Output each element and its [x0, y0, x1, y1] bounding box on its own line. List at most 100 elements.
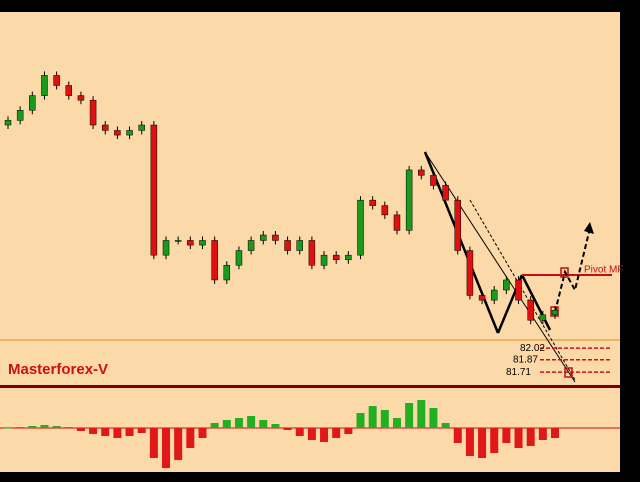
- oscillator-bar: [283, 428, 292, 430]
- candle: [393, 214, 401, 231]
- level-label: 82.02: [520, 343, 545, 354]
- candle: [16, 110, 24, 121]
- candle: [162, 240, 170, 256]
- candle: [320, 254, 328, 266]
- price-panel: [0, 12, 620, 385]
- candle: [150, 124, 158, 256]
- oscillator-bar: [64, 427, 73, 428]
- candle: [138, 124, 145, 131]
- candle: [114, 130, 121, 136]
- oscillator-bar: [234, 418, 243, 428]
- candle: [551, 309, 559, 316]
- candle: [442, 185, 449, 201]
- oscillator-bar: [392, 418, 401, 428]
- oscillator-bar: [4, 428, 12, 429]
- oscillator-bar: [125, 428, 134, 436]
- candle: [357, 199, 364, 256]
- panel-divider: [0, 385, 620, 388]
- candle: [126, 130, 133, 136]
- candle: [235, 250, 243, 266]
- chart-label: Masterforex-V: [8, 361, 108, 378]
- candle: [199, 240, 206, 246]
- oscillator-bar: [551, 428, 559, 438]
- oscillator-bar: [344, 428, 353, 434]
- oscillator-bar: [76, 428, 85, 431]
- oscillator-bar: [380, 410, 389, 428]
- candle: [490, 289, 498, 301]
- oscillator-bar: [149, 428, 158, 458]
- candle: [539, 314, 547, 321]
- oscillator-bar: [137, 428, 146, 433]
- oscillator-bar: [356, 413, 365, 428]
- oscillator-bar: [441, 423, 450, 428]
- candle: [89, 99, 97, 126]
- candle: [381, 205, 389, 216]
- candle: [187, 240, 194, 246]
- oscillator-bar: [16, 427, 25, 428]
- candle: [284, 240, 291, 251]
- oscillator-bar: [453, 428, 462, 443]
- candle: [4, 120, 12, 126]
- oscillator-bar: [198, 428, 207, 438]
- candle: [405, 169, 413, 231]
- oscillator-bar: [210, 423, 219, 428]
- candle: [223, 264, 231, 281]
- candle: [211, 240, 218, 281]
- oscillator-bar: [271, 424, 280, 428]
- candle: [308, 240, 316, 266]
- candle: [77, 95, 85, 101]
- candle: [332, 254, 340, 261]
- candle: [247, 240, 255, 251]
- oscillator-bar: [502, 428, 511, 443]
- oscillator-bar: [174, 428, 183, 460]
- oscillator-bar: [113, 428, 122, 438]
- oscillator-bar: [162, 428, 171, 468]
- candle: [345, 254, 352, 261]
- oscillator-bar: [538, 428, 547, 440]
- candle: [41, 75, 48, 96]
- trend-line: [520, 274, 552, 331]
- candle: [29, 95, 36, 111]
- candle: [527, 299, 534, 321]
- candle: [53, 75, 60, 86]
- trend-line: [423, 151, 500, 334]
- forecast-arrow: [554, 227, 591, 313]
- oscillator-bar: [186, 428, 195, 448]
- candle: [466, 250, 474, 296]
- oscillator-bar: [429, 408, 438, 428]
- candle: [101, 124, 109, 131]
- candle: [478, 295, 486, 301]
- candle: [454, 199, 462, 251]
- oscillator-bar: [478, 428, 487, 458]
- oscillator-bar: [526, 428, 535, 446]
- oscillator-bar: [490, 428, 499, 453]
- oscillator-bar: [52, 426, 61, 428]
- oscillator-bar: [307, 428, 316, 440]
- oscillator-bar: [368, 406, 377, 428]
- oscillator-bar: [514, 428, 523, 448]
- candle: [430, 175, 437, 186]
- oscillator-bar: [28, 426, 37, 428]
- oscillator-bar: [222, 420, 231, 428]
- oscillator-bar: [101, 428, 110, 436]
- candle: [272, 234, 279, 241]
- arrow-head: [584, 222, 594, 234]
- oscillator-bar: [417, 400, 426, 428]
- oscillator-bar: [465, 428, 474, 456]
- oscillator-bar: [405, 403, 414, 428]
- candle: [418, 169, 425, 176]
- candle: [174, 240, 182, 242]
- marker: [560, 267, 569, 278]
- candle: [515, 279, 522, 301]
- oscillator-bar: [320, 428, 329, 442]
- level-label: 81.87: [513, 354, 538, 365]
- oscillator-bar: [295, 428, 304, 436]
- oscillator-bar: [89, 428, 98, 434]
- candle: [503, 279, 510, 291]
- oscillator-bar: [332, 428, 341, 438]
- candle: [65, 85, 73, 96]
- level-label: 81.71: [506, 367, 531, 378]
- candle: [296, 240, 303, 251]
